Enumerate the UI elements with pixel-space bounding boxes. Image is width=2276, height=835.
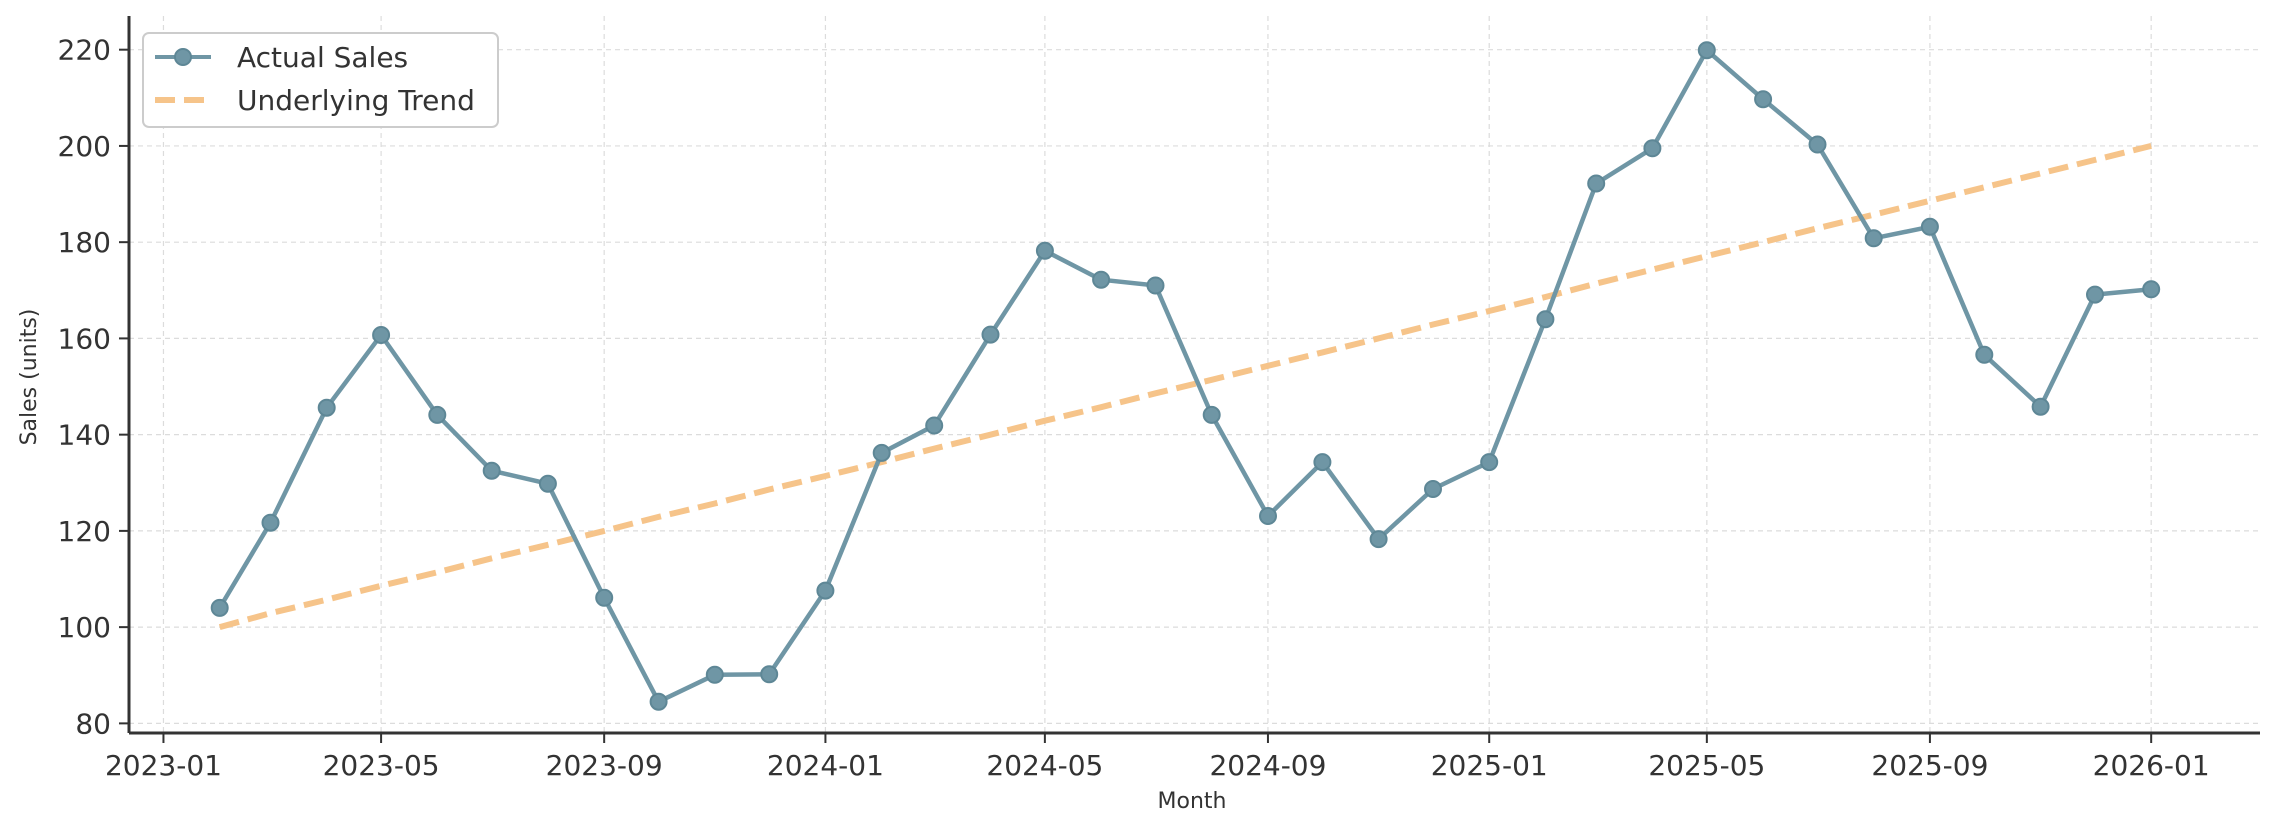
sales-point — [538, 474, 557, 493]
y-tick-label: 180 — [58, 226, 111, 259]
sales-point — [1975, 345, 1994, 364]
sales-point — [925, 416, 944, 435]
sales-point — [1480, 453, 1499, 472]
x-tick-label: 2024-09 — [1209, 749, 1326, 782]
sales-point — [261, 513, 280, 532]
sales-point — [595, 588, 614, 607]
trend-series — [218, 142, 2152, 630]
sales-point — [1035, 241, 1054, 260]
sales-point — [317, 398, 336, 417]
sales-point — [210, 598, 229, 617]
y-tick-label: 220 — [58, 34, 111, 67]
x-tick-label: 2023-01 — [105, 749, 222, 782]
legend-sales-marker-icon — [174, 48, 192, 66]
trend-line — [218, 142, 2152, 630]
tick-labels: 80 100 120 140 160 180 200 220 2023-01 2023-05 202… — [58, 34, 2210, 782]
sales-point — [1536, 310, 1555, 329]
sales-point — [1587, 174, 1606, 193]
sales-point — [760, 665, 779, 684]
sales-point — [1754, 90, 1773, 109]
sales-point — [1424, 480, 1442, 498]
y-tick-label: 160 — [58, 322, 111, 355]
sales-point — [482, 461, 501, 480]
axes — [119, 16, 2260, 743]
legend: Actual Sales Underlying Trend — [142, 32, 499, 128]
x-tick-label: 2023-05 — [323, 749, 440, 782]
sales-point — [981, 325, 1000, 344]
y-tick-label: 140 — [58, 419, 111, 452]
x-tick-label: 2023-09 — [546, 749, 663, 782]
sales-point — [1202, 405, 1221, 424]
sales-point — [1697, 41, 1716, 60]
sales-point — [372, 326, 391, 344]
legend-box — [142, 32, 499, 128]
x-tick-label: 2026-01 — [2093, 749, 2210, 782]
x-tick-label: 2025-01 — [1431, 749, 1548, 782]
sales-point — [1369, 530, 1388, 549]
sales-point — [1092, 270, 1111, 289]
y-tick-label: 100 — [58, 611, 111, 644]
sales-point — [705, 665, 724, 684]
legend-trend-label: Underlying Trend — [237, 84, 475, 117]
y-tick-label: 120 — [58, 515, 111, 548]
sales-point — [816, 581, 835, 600]
sales-point — [2142, 280, 2161, 299]
sales-point — [1920, 217, 1939, 236]
x-tick-label: 2025-05 — [1648, 749, 1765, 782]
legend-sales-label: Actual Sales — [237, 41, 408, 74]
sales-point — [1864, 229, 1883, 248]
y-tick-label: 80 — [75, 707, 111, 740]
sales-point — [1259, 507, 1277, 525]
x-tick-label: 2024-01 — [767, 749, 884, 782]
y-axis-label: Sales (units) — [17, 309, 42, 446]
sales-point — [1643, 139, 1662, 158]
sales-point — [2086, 285, 2104, 304]
sales-point — [428, 405, 447, 424]
x-tick-label: 2025-09 — [1871, 749, 1988, 782]
sales-point — [872, 443, 891, 462]
grid — [129, 16, 2260, 733]
sales-point — [1146, 276, 1165, 295]
y-tick-label: 200 — [58, 130, 111, 163]
sales-series — [210, 41, 2161, 711]
x-tick-label: 2024-05 — [986, 749, 1103, 782]
sales-line — [217, 47, 2152, 704]
sales-point — [2031, 397, 2050, 416]
sales-point — [649, 692, 668, 711]
sales-point — [1313, 453, 1332, 472]
x-axis-label: Month — [1158, 789, 1227, 814]
sales-point — [1808, 135, 1827, 154]
